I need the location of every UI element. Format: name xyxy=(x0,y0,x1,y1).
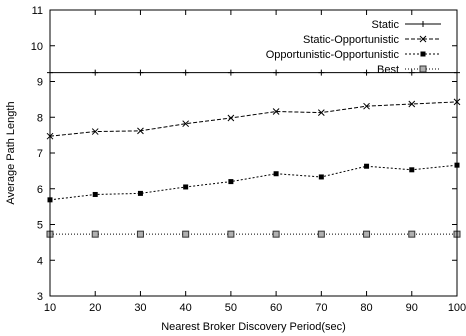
data-point xyxy=(408,230,416,238)
data-point xyxy=(136,230,144,238)
data-point xyxy=(91,230,99,238)
data-point xyxy=(408,69,415,76)
x-axis-title: Nearest Broker Discovery Period(sec) xyxy=(161,321,346,333)
axis-ticks: 10 20 30 40 50 60 70 80 90 100 3 4 5 6 7 8 9 10 11 xyxy=(31,5,466,314)
series-line xyxy=(49,164,458,201)
x-tick-label: 90 xyxy=(406,302,418,314)
y-tick-label: 10 xyxy=(31,41,43,53)
series-line xyxy=(49,101,458,137)
legend-label: Opportunistic-Opportunistic xyxy=(266,49,400,61)
y-tick-label: 11 xyxy=(32,5,43,17)
x-tick-label: 10 xyxy=(44,302,56,314)
legend-marker xyxy=(420,21,426,27)
legend-label: Static-Opportunistic xyxy=(303,34,399,46)
data-point xyxy=(183,184,189,190)
x-tick-label: 20 xyxy=(89,302,101,314)
x-tick-label: 30 xyxy=(134,302,146,314)
data-point xyxy=(317,230,325,238)
legend-label: Static xyxy=(371,19,399,31)
y-tick-label: 9 xyxy=(37,77,43,89)
y-tick-label: 8 xyxy=(37,112,43,124)
data-point xyxy=(318,174,324,180)
legend-marker xyxy=(419,35,427,43)
data-point xyxy=(92,191,98,197)
y-tick-label: 5 xyxy=(37,220,43,232)
data-point xyxy=(272,108,280,115)
data-point xyxy=(363,230,371,238)
data-point xyxy=(364,163,370,169)
data-point xyxy=(318,69,325,76)
series-layer xyxy=(46,69,461,238)
x-tick-label: 100 xyxy=(448,302,466,314)
y-tick-label: 4 xyxy=(37,255,43,267)
series-1 xyxy=(46,98,461,140)
data-point xyxy=(137,190,143,196)
data-point xyxy=(227,69,234,76)
x-tick-label: 40 xyxy=(180,302,192,314)
data-point xyxy=(182,69,189,76)
series-3 xyxy=(46,230,461,238)
x-tick-label: 70 xyxy=(315,302,327,314)
data-point xyxy=(137,69,144,76)
data-point xyxy=(273,171,279,177)
data-point xyxy=(182,230,190,238)
data-point xyxy=(182,120,190,128)
y-tick-label: 3 xyxy=(37,291,43,303)
legend-label: Best xyxy=(377,64,399,76)
data-point xyxy=(408,100,416,108)
series-2 xyxy=(47,162,460,203)
data-point xyxy=(137,127,144,135)
data-point xyxy=(363,69,370,76)
legend-marker xyxy=(420,51,426,57)
y-axis-title: Average Path Length xyxy=(5,101,17,204)
y-tick-label: 7 xyxy=(37,148,43,160)
data-point xyxy=(227,114,235,122)
x-tick-label: 80 xyxy=(360,302,372,314)
x-tick-label: 50 xyxy=(225,302,237,314)
data-point xyxy=(363,102,370,110)
plot-frame xyxy=(49,9,458,297)
data-point xyxy=(273,69,280,76)
data-point xyxy=(91,128,99,135)
data-point xyxy=(272,230,280,238)
x-tick-label: 60 xyxy=(270,302,282,314)
data-point xyxy=(227,230,235,238)
data-point xyxy=(317,109,325,116)
data-point xyxy=(228,179,234,185)
data-point xyxy=(92,69,99,76)
data-point xyxy=(409,167,415,173)
y-tick-label: 6 xyxy=(37,184,43,196)
legend-marker xyxy=(419,65,427,73)
legend: Static Static-Opportunistic Opportunistic-… xyxy=(266,19,441,76)
